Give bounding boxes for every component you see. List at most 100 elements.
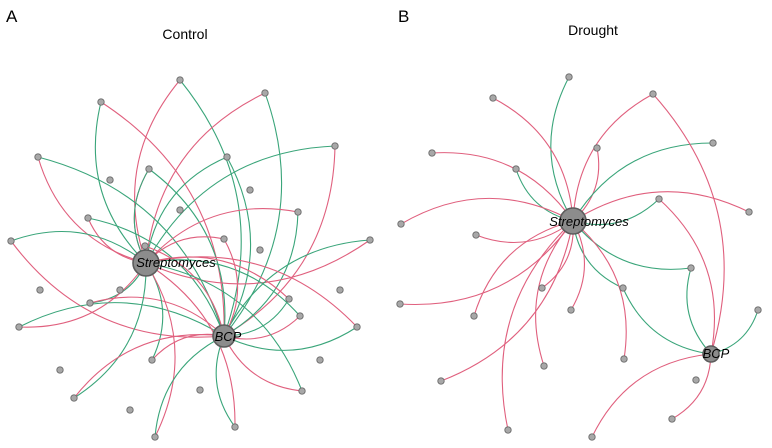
positive-edge xyxy=(572,142,714,222)
network-node xyxy=(298,387,306,395)
network-node xyxy=(668,415,676,423)
network-node xyxy=(148,356,156,364)
network-node xyxy=(437,377,445,385)
network-node xyxy=(196,386,204,394)
node-group xyxy=(7,76,374,441)
negative-edge xyxy=(652,93,725,355)
negative-edge xyxy=(145,208,299,264)
positive-edge xyxy=(223,239,371,337)
negative-edge xyxy=(73,334,225,399)
network-node xyxy=(56,366,64,374)
network-node xyxy=(176,206,184,214)
network-node xyxy=(567,306,575,314)
negative-edge xyxy=(591,353,712,438)
network-node xyxy=(397,220,405,228)
positive-edge xyxy=(550,76,574,222)
network-node xyxy=(97,98,105,106)
positive-edge xyxy=(622,287,712,355)
positive-edge xyxy=(73,262,147,399)
network-node xyxy=(223,153,231,161)
network-node xyxy=(285,295,293,303)
network-node xyxy=(336,286,344,294)
network-node xyxy=(256,246,264,254)
negative-edge xyxy=(223,145,336,337)
hub-node-bcp xyxy=(702,345,720,363)
negative-edge xyxy=(37,156,147,264)
negative-edge xyxy=(658,198,716,355)
network-node xyxy=(396,300,404,308)
negative-edge xyxy=(473,220,574,317)
hub-label-streptomyces: Streptomyces xyxy=(549,214,629,229)
network-node xyxy=(86,299,94,307)
network-node xyxy=(428,149,436,157)
network-node xyxy=(754,306,762,314)
negative-edge xyxy=(431,152,574,222)
network-node xyxy=(538,284,546,292)
network-node xyxy=(84,214,92,222)
negative-edge xyxy=(145,92,266,264)
network-node xyxy=(151,433,159,441)
negative-edge xyxy=(399,220,574,306)
network-node xyxy=(246,186,254,194)
network-node xyxy=(261,89,269,97)
negative-edge xyxy=(535,220,574,367)
network-node xyxy=(593,144,601,152)
network-node xyxy=(470,312,478,320)
panel-letter: B xyxy=(398,7,409,26)
negative-edge xyxy=(144,245,225,337)
negative-edge xyxy=(501,220,574,431)
hub-label-bcp: BCP xyxy=(215,329,242,344)
network-node xyxy=(7,237,15,245)
panel-control: A Control Streptomyces BCP xyxy=(6,7,374,441)
negative-edge xyxy=(145,256,358,328)
negative-edge xyxy=(100,101,225,337)
network-node xyxy=(231,423,239,431)
network-node xyxy=(655,195,663,203)
network-node xyxy=(116,286,124,294)
positive-edge xyxy=(94,101,147,264)
network-node xyxy=(489,94,497,102)
network-node xyxy=(366,236,374,244)
negative-edge xyxy=(145,262,176,438)
network-node xyxy=(565,73,573,81)
network-node xyxy=(220,235,228,243)
network-node xyxy=(316,356,324,364)
panel-drought: B Drought Streptomyces BCP xyxy=(396,7,762,441)
network-node xyxy=(692,376,700,384)
positive-edge xyxy=(223,326,358,351)
hub-node-bcp xyxy=(212,324,236,348)
hub-node-streptomyces xyxy=(559,207,587,235)
positive-edge xyxy=(87,217,225,337)
network-node xyxy=(540,362,548,370)
positive-edge xyxy=(145,145,336,264)
positive-edge xyxy=(145,259,301,317)
network-node xyxy=(331,142,339,150)
network-node xyxy=(504,426,512,434)
network-node xyxy=(512,165,520,173)
network-node xyxy=(15,323,23,331)
hub-label-streptomyces: Streptomyces xyxy=(136,255,216,270)
negative-edge xyxy=(440,220,574,382)
positive-edge xyxy=(179,79,242,337)
positive-edge xyxy=(148,168,226,337)
network-node xyxy=(141,242,149,250)
negative-edge xyxy=(671,353,712,420)
edge-group xyxy=(399,76,759,438)
negative-edge xyxy=(10,240,225,338)
positive-edge xyxy=(18,302,225,337)
network-node xyxy=(34,153,42,161)
negative-edge xyxy=(572,191,750,222)
positive-edge xyxy=(154,335,225,438)
network-node xyxy=(36,286,44,294)
panel-title: Control xyxy=(162,26,207,42)
network-node xyxy=(619,284,627,292)
network-node xyxy=(176,76,184,84)
positive-edge xyxy=(145,156,228,264)
network-node xyxy=(296,312,304,320)
positive-edge xyxy=(10,231,147,264)
positive-edge xyxy=(686,267,712,355)
network-node xyxy=(106,176,114,184)
network-node xyxy=(70,394,78,402)
negative-edge xyxy=(400,197,574,225)
